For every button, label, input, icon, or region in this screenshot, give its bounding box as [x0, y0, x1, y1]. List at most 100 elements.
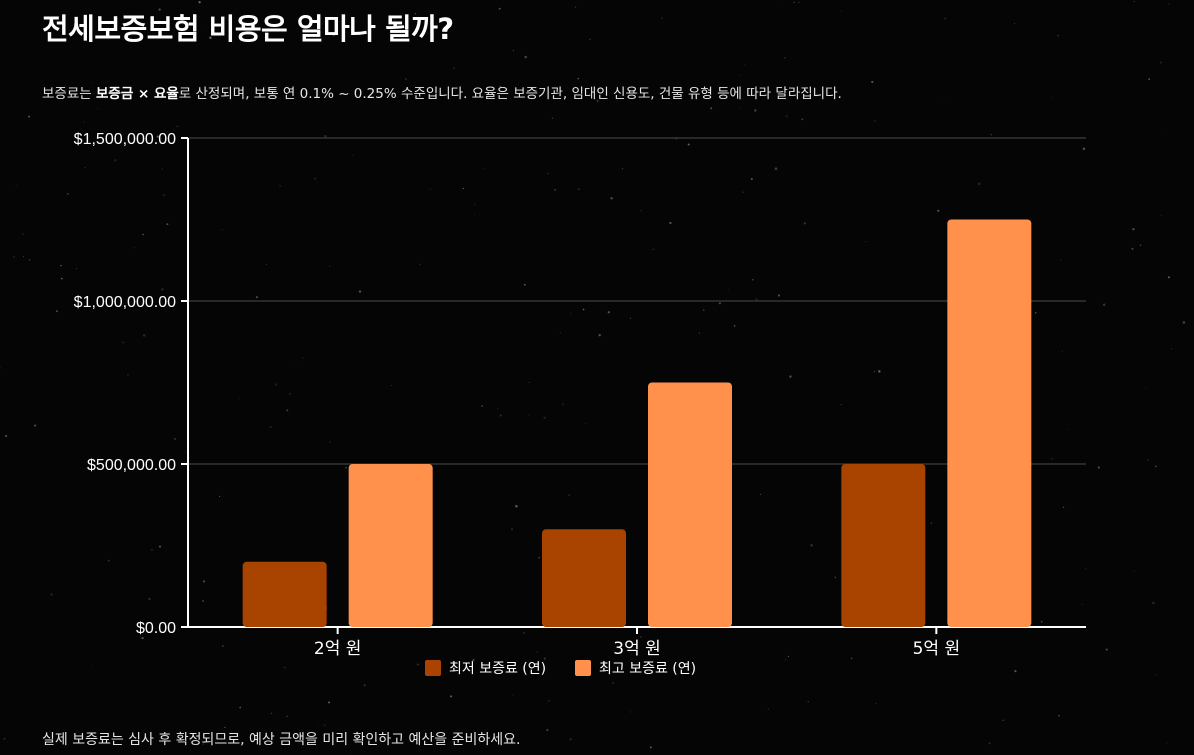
star-speck: [789, 375, 792, 378]
star-speck: [607, 311, 610, 314]
star-speck: [784, 56, 786, 59]
star-speck: [875, 702, 877, 704]
star-speck: [611, 681, 615, 685]
star-speck: [807, 701, 809, 703]
star-speck: [55, 310, 58, 313]
star-speck: [536, 651, 538, 654]
star-speck: [1067, 428, 1069, 430]
star-speck: [523, 283, 526, 286]
footnote: 실제 보증료는 심사 후 확정되므로, 예상 금액을 미리 확인하고 예산을 준…: [42, 732, 521, 748]
x-tick-label: 2억 원: [314, 639, 362, 659]
star-speck: [937, 209, 940, 212]
star-speck: [640, 636, 642, 638]
star-speck: [472, 659, 475, 662]
star-speck: [610, 197, 613, 200]
star-speck: [512, 50, 514, 52]
star-speck: [419, 263, 421, 265]
star-speck: [528, 381, 530, 383]
star-speck: [785, 115, 788, 118]
star-speck: [5, 434, 8, 438]
star-speck: [733, 324, 736, 327]
star-speck: [328, 701, 330, 704]
star-speck: [630, 317, 632, 319]
star-speck: [323, 724, 326, 726]
x-tick-label: 3억 원: [613, 639, 661, 659]
legend-swatch-1: [575, 660, 591, 676]
star-speck: [559, 332, 562, 334]
star-speck: [1154, 465, 1157, 468]
star-speck: [122, 341, 125, 344]
star-speck: [66, 193, 69, 195]
star-speck: [570, 312, 572, 314]
star-speck: [750, 177, 753, 181]
star-speck: [873, 370, 876, 373]
star-speck: [661, 17, 663, 19]
star-speck: [203, 580, 206, 583]
star-speck: [142, 334, 146, 337]
star-speck: [318, 721, 319, 723]
star-speck: [988, 742, 991, 745]
star-speck: [577, 77, 580, 80]
star-speck: [332, 34, 335, 37]
star-speck: [50, 593, 53, 596]
star-speck: [474, 203, 477, 206]
star-speck: [598, 334, 601, 337]
star-speck: [755, 298, 758, 301]
star-speck: [499, 414, 502, 417]
star-speck: [202, 600, 204, 602]
star-speck: [284, 666, 286, 669]
star-speck: [174, 438, 176, 440]
star-speck: [140, 142, 143, 145]
star-speck: [1051, 458, 1053, 460]
star-speck: [977, 182, 981, 186]
star-speck: [221, 645, 224, 647]
star-speck: [1168, 3, 1170, 5]
star-speck: [1170, 348, 1172, 350]
subtitle-formula: 보증금 × 요율: [95, 86, 179, 102]
legend-label-0: 최저 보증료 (연): [449, 661, 546, 677]
bar-min-0: [242, 561, 327, 627]
star-speck: [91, 664, 93, 666]
star-speck: [528, 414, 530, 416]
star-speck: [161, 288, 164, 291]
star-speck: [265, 263, 268, 265]
bar-chart: $0.00 $500,000.00 $1,000,000.00 $1,500,000.…: [74, 131, 1086, 677]
star-speck: [83, 121, 85, 123]
star-speck: [286, 409, 289, 412]
star-speck: [744, 64, 746, 66]
star-speck: [60, 277, 63, 280]
star-speck: [1002, 719, 1005, 721]
star-speck: [127, 374, 129, 376]
star-speck: [943, 102, 945, 104]
star-speck: [107, 559, 110, 562]
star-speck: [499, 85, 502, 88]
star-speck: [1034, 311, 1037, 314]
star-speck: [200, 27, 202, 29]
star-speck: [865, 241, 866, 243]
star-speck: [156, 135, 159, 138]
star-speck: [60, 264, 62, 267]
star-speck: [462, 187, 465, 190]
star-speck: [547, 173, 549, 175]
star-speck: [728, 289, 729, 291]
star-speck: [363, 684, 366, 687]
star-speck: [780, 5, 782, 7]
bar-min-2: [841, 464, 926, 627]
star-speck: [1061, 350, 1063, 352]
star-speck: [546, 728, 549, 732]
bar-max-1: [648, 382, 732, 627]
y-tick-label: $0.00: [136, 620, 176, 637]
star-speck: [524, 55, 527, 59]
x-tick-label: 5억 원: [913, 639, 961, 659]
star-speck: [1167, 276, 1170, 279]
star-speck: [198, 1, 201, 4]
star-speck: [834, 576, 837, 579]
star-speck: [158, 8, 161, 11]
star-speck: [739, 74, 741, 76]
star-speck: [239, 706, 242, 709]
y-tick-label: $1,000,000.00: [74, 294, 176, 311]
star-speck: [596, 99, 599, 103]
star-speck: [176, 125, 178, 128]
star-speck: [767, 708, 769, 710]
legend-swatch-0: [425, 660, 441, 676]
